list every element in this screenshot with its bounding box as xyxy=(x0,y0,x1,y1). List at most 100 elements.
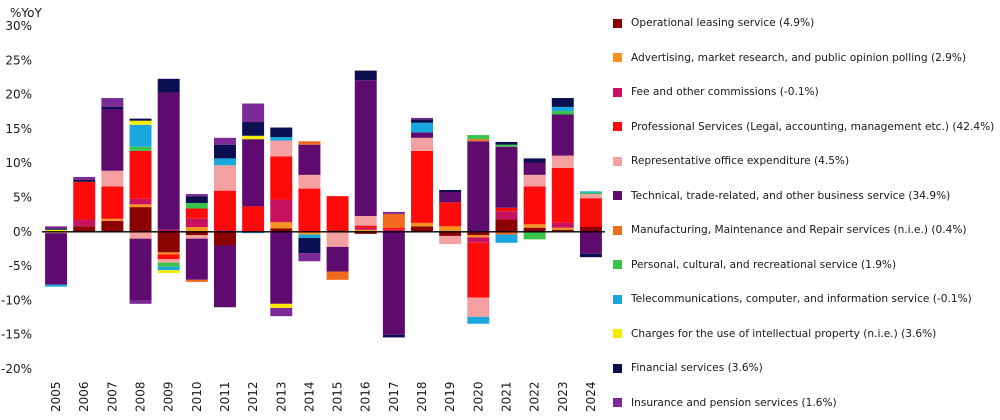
bar-segment xyxy=(411,119,433,122)
bar-segment xyxy=(439,190,461,192)
bar-segment xyxy=(298,235,320,238)
bar-segment xyxy=(158,259,180,262)
bar-segment xyxy=(158,93,180,230)
bar-segment xyxy=(242,122,264,136)
bar-segment xyxy=(298,175,320,189)
bar-segment xyxy=(45,226,67,228)
bar-segment xyxy=(495,235,517,243)
bar-segment xyxy=(355,80,377,216)
x-tick-label: 2006 xyxy=(77,381,91,412)
bar-segment xyxy=(580,198,602,227)
bar-segment xyxy=(580,191,602,192)
bar-segment xyxy=(101,187,123,219)
legend-swatch xyxy=(613,191,622,200)
legend-swatch xyxy=(613,226,622,235)
bar-segment xyxy=(101,221,123,232)
y-tick-label: -15% xyxy=(1,328,32,342)
x-tick-label: 2021 xyxy=(499,381,513,412)
bar-segment xyxy=(101,171,123,187)
bar-segment xyxy=(186,239,208,280)
legend-item: Representative office expenditure (4.5%) xyxy=(613,144,998,179)
bar-segment xyxy=(495,219,517,231)
legend-item: Charges for the use of intellectual prop… xyxy=(613,317,998,352)
bar-segment xyxy=(467,298,489,317)
bar-segment xyxy=(411,223,433,226)
bar-segment xyxy=(383,214,405,228)
legend-label: Technical, trade-related, and other busi… xyxy=(631,190,950,202)
bar-segment xyxy=(73,182,95,220)
bar-segment xyxy=(495,211,517,219)
bar-segment xyxy=(467,235,489,237)
legend-item: Fee and other commissions (-0.1%) xyxy=(613,75,998,110)
bar-segment xyxy=(242,206,264,231)
bar-segment xyxy=(298,238,320,253)
bar-segment xyxy=(186,194,208,196)
bar-segment xyxy=(214,232,236,246)
bar-segment xyxy=(411,123,433,133)
bar-segment xyxy=(552,228,574,230)
bar-segment xyxy=(130,121,152,125)
bar-segment xyxy=(158,252,180,254)
legend-label: Representative office expenditure (4.5%) xyxy=(631,155,849,167)
bar-segment xyxy=(214,138,236,145)
bar-segment xyxy=(270,232,292,304)
bar-segment xyxy=(214,145,236,159)
bar-segment xyxy=(214,165,236,190)
x-tick-label: 2018 xyxy=(415,381,429,412)
bar-segment xyxy=(130,147,152,151)
bar-segment xyxy=(524,175,546,187)
legend-label: Fee and other commissions (-0.1%) xyxy=(631,86,819,98)
bar-segment xyxy=(101,107,123,109)
bar-segment xyxy=(383,228,405,230)
bar-segment xyxy=(467,139,489,141)
bar-segment xyxy=(101,98,123,107)
bar-segment xyxy=(327,247,349,272)
bar-segment xyxy=(580,232,602,254)
bar-segment xyxy=(186,208,208,218)
legend-item: Personal, cultural, and recreational ser… xyxy=(613,248,998,283)
bar-segment xyxy=(45,233,67,284)
bar-segment xyxy=(552,168,574,223)
bar-segment xyxy=(130,232,152,239)
y-tick-label: -10% xyxy=(1,293,32,307)
x-tick-label: 2013 xyxy=(274,381,288,412)
bar-segment xyxy=(495,142,517,145)
bars xyxy=(45,71,602,338)
legend-swatch xyxy=(613,19,622,28)
bar-segment xyxy=(355,226,377,228)
legend-swatch xyxy=(613,157,622,166)
bar-segment xyxy=(130,204,152,207)
bar-segment xyxy=(270,200,292,223)
bar-segment xyxy=(130,151,152,199)
bar-segment xyxy=(439,236,461,244)
bar-segment xyxy=(411,118,433,119)
legend-label: Telecommunications, computer, and inform… xyxy=(631,293,972,305)
bar-segment xyxy=(186,227,208,232)
bar-segment xyxy=(270,304,292,308)
x-tick-label: 2017 xyxy=(387,381,401,412)
y-tick-label: -5% xyxy=(9,259,32,273)
legend-item: Telecommunications, computer, and inform… xyxy=(613,282,998,317)
bar-segment xyxy=(327,232,349,247)
legend: Operational leasing service (4.9%)Advert… xyxy=(613,6,998,420)
legend-label: Advertising, market research, and public… xyxy=(631,52,966,64)
bar-segment xyxy=(580,194,602,198)
y-tick-label: 25% xyxy=(5,53,32,67)
bar-segment xyxy=(130,207,152,232)
bar-segment xyxy=(383,232,405,335)
bar-segment xyxy=(552,114,574,155)
legend-item: Insurance and pension services (1.6%) xyxy=(613,386,998,420)
x-tick-label: 2014 xyxy=(302,381,316,412)
x-tick-label: 2012 xyxy=(246,381,260,412)
bar-segment xyxy=(411,132,433,137)
legend-swatch xyxy=(613,329,622,338)
bar-segment xyxy=(73,226,95,231)
bar-segment xyxy=(355,71,377,81)
bar-segment xyxy=(467,237,489,242)
bar-segment xyxy=(242,139,264,206)
x-tick-label: 2024 xyxy=(584,381,598,412)
bar-segment xyxy=(270,308,292,316)
x-tick-label: 2019 xyxy=(443,381,457,412)
bar-segment xyxy=(130,300,152,303)
